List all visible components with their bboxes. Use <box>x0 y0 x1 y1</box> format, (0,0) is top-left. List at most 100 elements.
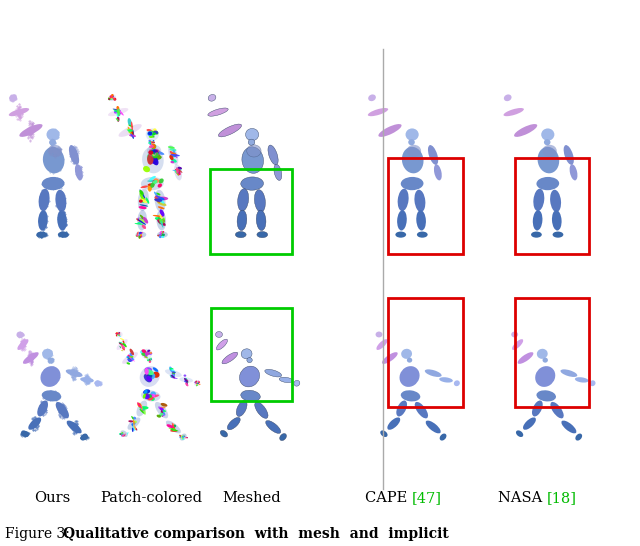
Ellipse shape <box>179 169 182 170</box>
Ellipse shape <box>536 177 559 190</box>
Ellipse shape <box>439 377 453 383</box>
Ellipse shape <box>144 356 147 358</box>
Ellipse shape <box>157 183 162 188</box>
Ellipse shape <box>155 217 162 221</box>
Ellipse shape <box>108 94 116 101</box>
Ellipse shape <box>108 108 129 116</box>
Ellipse shape <box>132 428 134 432</box>
Ellipse shape <box>172 428 176 431</box>
Ellipse shape <box>139 199 143 203</box>
Ellipse shape <box>236 400 247 417</box>
Ellipse shape <box>159 214 163 219</box>
Ellipse shape <box>241 390 260 401</box>
Ellipse shape <box>95 381 101 386</box>
Ellipse shape <box>177 167 182 169</box>
Ellipse shape <box>138 222 141 224</box>
Ellipse shape <box>401 177 424 190</box>
Ellipse shape <box>40 366 61 387</box>
Ellipse shape <box>148 183 152 192</box>
Ellipse shape <box>172 152 177 156</box>
Ellipse shape <box>118 333 120 334</box>
Ellipse shape <box>145 394 149 397</box>
Ellipse shape <box>152 395 159 397</box>
Ellipse shape <box>166 420 181 434</box>
Ellipse shape <box>168 145 179 165</box>
Ellipse shape <box>121 434 124 436</box>
Ellipse shape <box>148 154 162 160</box>
Ellipse shape <box>21 430 29 437</box>
Ellipse shape <box>172 369 176 373</box>
Ellipse shape <box>17 331 24 337</box>
Ellipse shape <box>170 154 180 156</box>
Ellipse shape <box>152 149 160 157</box>
Ellipse shape <box>154 150 164 155</box>
Ellipse shape <box>123 341 124 343</box>
Ellipse shape <box>23 352 38 364</box>
Text: [47]: [47] <box>412 491 442 505</box>
Ellipse shape <box>426 420 441 434</box>
Ellipse shape <box>197 381 200 382</box>
Ellipse shape <box>150 150 154 153</box>
Ellipse shape <box>194 381 200 386</box>
Ellipse shape <box>155 199 160 203</box>
Ellipse shape <box>152 150 159 158</box>
Ellipse shape <box>145 354 147 357</box>
Ellipse shape <box>140 366 160 387</box>
Ellipse shape <box>241 349 252 359</box>
Ellipse shape <box>114 111 118 114</box>
Ellipse shape <box>138 189 148 211</box>
Ellipse shape <box>247 145 261 157</box>
Ellipse shape <box>184 375 186 377</box>
Ellipse shape <box>541 128 554 141</box>
Ellipse shape <box>156 210 166 230</box>
Ellipse shape <box>538 147 559 173</box>
Ellipse shape <box>121 350 124 351</box>
Ellipse shape <box>408 139 415 145</box>
Ellipse shape <box>145 356 148 359</box>
Ellipse shape <box>255 402 268 418</box>
Ellipse shape <box>175 169 179 175</box>
Ellipse shape <box>537 349 548 359</box>
Ellipse shape <box>147 129 152 132</box>
Ellipse shape <box>399 366 420 387</box>
Ellipse shape <box>116 332 118 334</box>
Ellipse shape <box>176 169 179 174</box>
Ellipse shape <box>523 418 536 430</box>
Ellipse shape <box>131 416 134 420</box>
Ellipse shape <box>154 198 163 202</box>
Ellipse shape <box>151 144 156 150</box>
Ellipse shape <box>69 145 79 165</box>
Ellipse shape <box>111 98 112 100</box>
Ellipse shape <box>139 235 142 238</box>
Ellipse shape <box>151 141 153 143</box>
Ellipse shape <box>173 425 176 428</box>
Ellipse shape <box>550 402 564 418</box>
Ellipse shape <box>161 403 168 407</box>
Ellipse shape <box>165 370 182 377</box>
Ellipse shape <box>140 407 145 411</box>
Ellipse shape <box>120 346 121 348</box>
Ellipse shape <box>166 424 173 428</box>
Ellipse shape <box>140 235 141 236</box>
Ellipse shape <box>129 349 134 355</box>
Ellipse shape <box>75 164 83 180</box>
Ellipse shape <box>552 232 563 238</box>
Ellipse shape <box>140 409 145 414</box>
Ellipse shape <box>140 405 143 410</box>
Ellipse shape <box>274 164 282 180</box>
Ellipse shape <box>161 414 164 416</box>
Ellipse shape <box>127 432 129 435</box>
Ellipse shape <box>147 394 152 398</box>
Ellipse shape <box>151 133 154 135</box>
Ellipse shape <box>149 176 156 181</box>
Ellipse shape <box>140 193 144 201</box>
Ellipse shape <box>159 219 163 224</box>
Ellipse shape <box>140 350 145 354</box>
Ellipse shape <box>150 150 157 153</box>
Ellipse shape <box>175 170 178 173</box>
Ellipse shape <box>147 153 157 163</box>
Ellipse shape <box>168 146 175 149</box>
Bar <box>515 298 589 407</box>
Ellipse shape <box>280 434 287 441</box>
Ellipse shape <box>171 428 174 431</box>
